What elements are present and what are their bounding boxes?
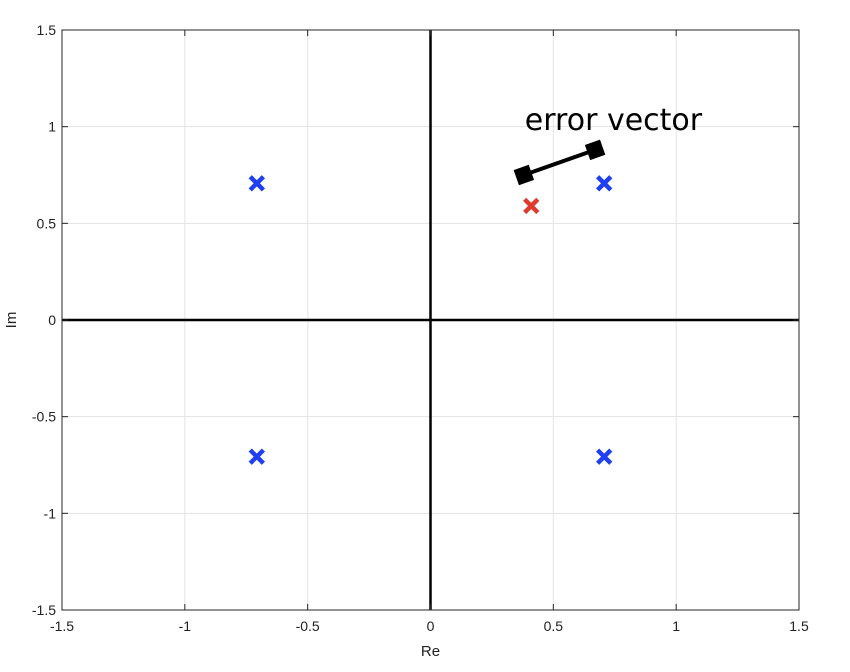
x-marker-point <box>596 448 613 465</box>
error-vector-end-marker <box>584 139 606 161</box>
x-marker-point <box>596 175 613 192</box>
x-tick-label: -0.5 <box>296 618 320 634</box>
y-tick-label: -1 <box>44 505 57 521</box>
y-tick-label: 0 <box>48 312 56 328</box>
y-axis-label: Im <box>3 312 20 329</box>
x-tick-label: -1.5 <box>50 618 74 634</box>
x-tick-label: 0 <box>427 618 435 634</box>
x-tick-label: 0.5 <box>544 618 564 634</box>
x-axis-label: Re <box>421 643 440 660</box>
origin-axes <box>62 30 799 610</box>
x-tick-label: 1 <box>672 618 680 634</box>
x-marker-point <box>248 175 265 192</box>
x-tick-label: -1 <box>179 618 192 634</box>
y-tick-label: 0.5 <box>37 215 57 231</box>
x-tick-label: 1.5 <box>789 618 809 634</box>
data-points <box>248 175 613 465</box>
y-tick-label: 1.5 <box>37 22 57 38</box>
y-tick-label: 1 <box>48 119 56 135</box>
error-vector-line <box>523 147 596 177</box>
error-vector-start-marker <box>513 164 535 186</box>
error-vector-label: error vector <box>525 103 703 138</box>
annotations: error vector <box>513 103 703 186</box>
x-ticks: -1.5 -1 -0.5 0 0.5 1 1.5 <box>50 30 809 634</box>
y-ticks: -1.5 -1 -0.5 0 0.5 1 1.5 <box>32 22 799 618</box>
x-marker-point <box>248 448 265 465</box>
y-tick-label: -0.5 <box>32 409 56 425</box>
x-marker-point <box>523 197 540 215</box>
y-tick-label: -1.5 <box>32 602 56 618</box>
